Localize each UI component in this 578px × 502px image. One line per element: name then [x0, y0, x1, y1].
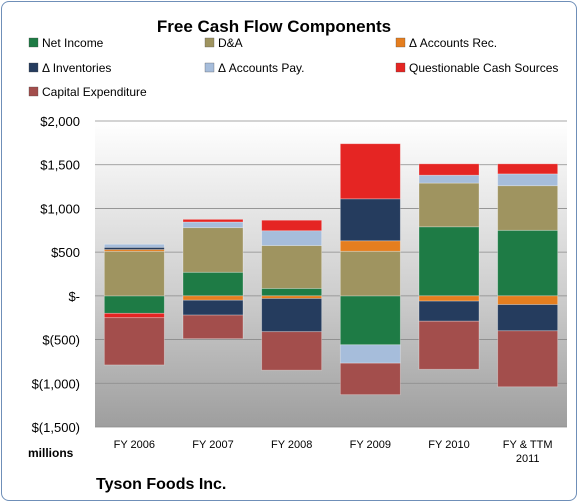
bars — [103, 143, 559, 396]
legend-label-accounts-rec: Δ Accounts Rec. — [409, 36, 497, 50]
units-label: millions — [28, 446, 74, 460]
legend-swatch-questionable-cash-sources — [395, 62, 406, 73]
x-category-label: FY 2006 — [114, 439, 155, 451]
legend-label-questionable-cash-sources: Questionable Cash Sources — [409, 61, 558, 75]
bar-segment-accounts-rec — [339, 240, 401, 252]
y-tick-label: $500 — [51, 245, 80, 260]
bar-segment-capital-expenditure — [182, 314, 244, 340]
bar-segment-questionable-cash-sources — [339, 143, 401, 200]
bar-segment-net-income — [103, 295, 165, 314]
y-axis-ticks: $(1,500) $(1,000) $(500) $- $500 $1,000 $1,500… — [32, 114, 80, 435]
bar-segment-questionable-cash-sources — [261, 219, 323, 232]
gridlines — [95, 120, 567, 428]
bar-segment-d-a — [261, 245, 323, 289]
bar-segment-capital-expenditure — [103, 317, 165, 366]
x-category-label: FY 2009 — [350, 439, 391, 451]
chart-title: Free Cash Flow Components — [157, 17, 391, 36]
bar-segment-capital-expenditure — [261, 331, 323, 371]
x-category-label: FY & TTM — [503, 439, 553, 451]
bar-segment-questionable-cash-sources — [418, 163, 480, 176]
bar-segment-accounts-rec — [182, 295, 244, 301]
company-footer: Tyson Foods Inc. — [96, 476, 226, 493]
legend-label-capital-expenditure: Capital Expenditure — [42, 85, 147, 99]
bar-segment-accounts-pay — [103, 243, 165, 248]
legend-swatch-d-a — [204, 37, 215, 48]
bar-segment-d-a — [103, 250, 165, 297]
bar-segment-accounts-pay — [261, 230, 323, 246]
bar-segment-d-a — [497, 185, 559, 231]
x-category-label: FY 2010 — [428, 439, 469, 451]
bar-segment-net-income — [182, 271, 244, 297]
bar-segment-net-income — [261, 288, 323, 297]
legend-swatch-capital-expenditure — [28, 86, 39, 97]
bar-segment-accounts-rec — [497, 295, 559, 306]
bar-segment-capital-expenditure — [418, 320, 480, 370]
y-tick-label: $1,000 — [40, 201, 80, 216]
plot-area — [95, 121, 567, 427]
x-category-label: FY 2008 — [271, 439, 312, 451]
bar-segment-net-income — [339, 295, 401, 346]
bar-segment-inventories — [261, 298, 323, 333]
x-axis-categories: FY 2006 FY 2007 FY 2008 FY 2009 FY 2010 FY & … — [114, 439, 553, 465]
legend-label-d-a: D&A — [218, 36, 243, 50]
y-tick-label: $2,000 — [40, 114, 80, 129]
bar-segment-accounts-pay — [497, 173, 559, 187]
bar-segment-inventories — [339, 198, 401, 242]
y-tick-label: $- — [68, 289, 80, 304]
bar-segment-inventories — [497, 304, 559, 332]
legend: Net Income D&A Δ Accounts Rec. Δ Inventorie… — [28, 36, 558, 99]
legend-swatch-accounts-rec — [395, 37, 406, 48]
y-tick-label: $(1,500) — [32, 420, 80, 435]
bar-segment-d-a — [182, 227, 244, 273]
x-category-label: FY 2007 — [192, 439, 233, 451]
bar-segment-capital-expenditure — [497, 330, 559, 388]
legend-swatch-inventories — [28, 62, 39, 73]
bar-segment-d-a — [339, 250, 401, 297]
bar-segment-inventories — [418, 300, 480, 322]
bar-segment-questionable-cash-sources — [497, 163, 559, 175]
bar-segment-inventories — [182, 299, 244, 316]
legend-swatch-net-income — [28, 37, 39, 48]
legend-label-inventories: Δ Inventories — [42, 61, 111, 75]
legend-label-net-income: Net Income — [42, 36, 104, 50]
bar-segment-net-income — [418, 226, 480, 297]
legend-label-accounts-pay: Δ Accounts Pay. — [218, 61, 305, 75]
bar-segment-accounts-rec — [418, 295, 480, 302]
bar-segment-accounts-pay — [418, 174, 480, 184]
bar-segment-d-a — [418, 182, 480, 228]
legend-swatch-accounts-pay — [204, 62, 215, 73]
x-category-label: 2011 — [516, 453, 540, 465]
bar-segment-questionable-cash-sources — [103, 312, 165, 319]
y-tick-label: $1,500 — [40, 158, 80, 173]
y-tick-label: $(500) — [42, 333, 80, 348]
bar-segment-net-income — [497, 229, 559, 297]
bar-segment-questionable-cash-sources — [182, 218, 244, 223]
bar-segment-accounts-pay — [182, 221, 244, 229]
bar-segment-capital-expenditure — [339, 362, 401, 396]
bar-segment-accounts-pay — [339, 344, 401, 364]
y-tick-label: $(1,000) — [32, 376, 80, 391]
